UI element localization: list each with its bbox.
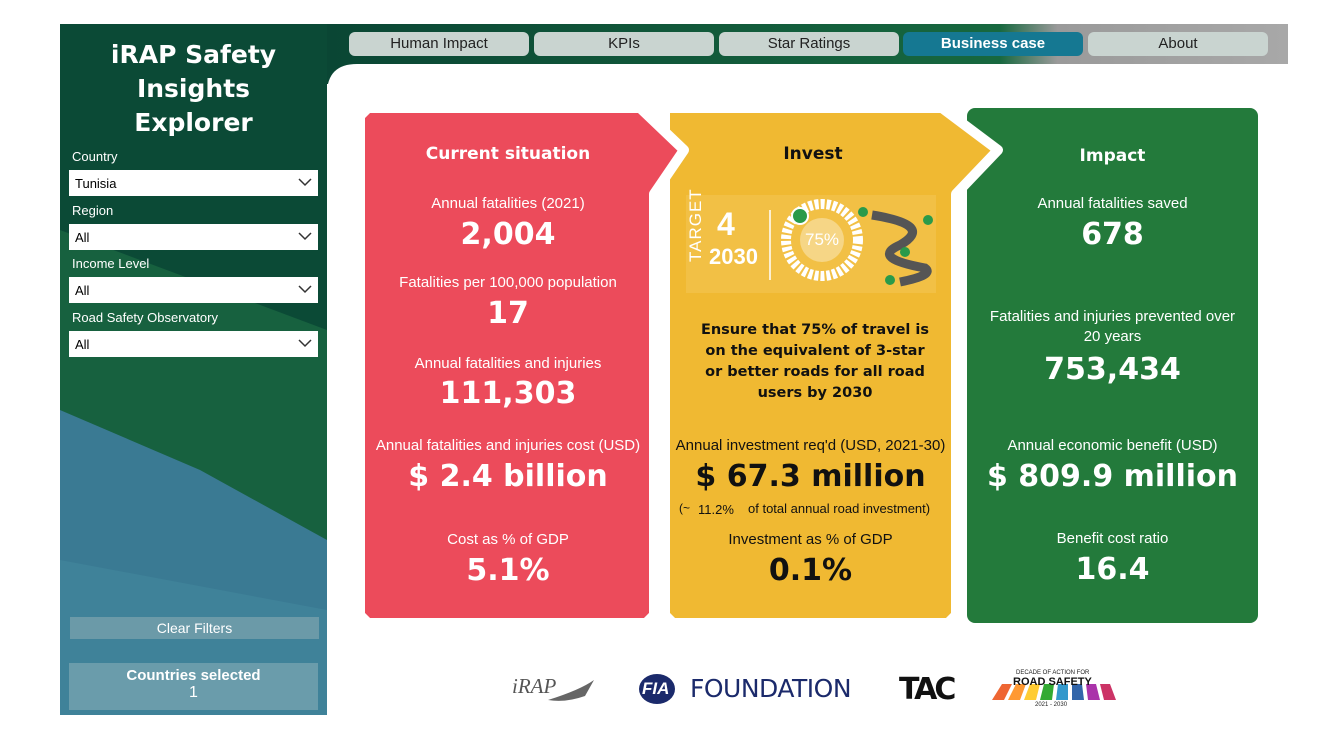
clear-filters-button[interactable]: Clear Filters [70, 617, 319, 639]
tab[interactable]: Human Impact [349, 32, 529, 56]
chevron [298, 232, 312, 241]
decade-logo-title: ROAD SAFETY [1013, 676, 1092, 688]
dropdown[interactable]: All [69, 277, 318, 303]
metric-label: Investment as % of GDP [728, 531, 893, 548]
tab[interactable]: Business case [903, 32, 1083, 56]
metric-value: $ 2.4 billion [408, 459, 608, 494]
graphic-text: 75% [804, 230, 840, 249]
filter-label: Road Safety Observatory [72, 310, 218, 325]
filter-label: Region [72, 203, 114, 218]
tac-logo: TAC [899, 672, 956, 707]
metric-label: Annual fatalities and injuries [414, 355, 602, 372]
card-value: 1 [189, 684, 198, 701]
dropdown-value: All [75, 337, 90, 352]
fia-logo: FIA [642, 679, 670, 698]
metric-label: Annual fatalities (2021) [431, 195, 585, 212]
chevron [298, 178, 312, 187]
countries-selected-card: Countries selected 1 [69, 663, 318, 710]
decade-logo-years: 2021 - 2030 [1035, 702, 1068, 708]
metric-label: Annual investment req'd (USD, 2021-30) [675, 437, 946, 454]
note-text: (~ [679, 501, 691, 515]
graphic-text: 4 [717, 206, 735, 242]
panel-title: Current situation [425, 144, 591, 164]
decade-logo-text: DECADE OF ACTION FOR [1016, 670, 1090, 676]
fia-foundation-logo: FOUNDATION [690, 674, 852, 703]
filter-label: Income Level [72, 256, 150, 271]
metric-value: 678 [1081, 217, 1144, 252]
metric-value: $ 67.3 million [695, 459, 926, 494]
tab[interactable]: About [1088, 32, 1268, 56]
tab[interactable]: KPIs [534, 32, 714, 56]
metric-value: 753,434 [1044, 352, 1181, 387]
panel-shapes [355, 103, 1258, 628]
chevron [298, 339, 312, 348]
metric-value: 2,004 [460, 217, 556, 252]
tab[interactable]: Star Ratings [719, 32, 899, 56]
chevron [298, 285, 312, 294]
note-text: of total annual road investment) [748, 501, 931, 516]
metric-label: Cost as % of GDP [447, 531, 569, 548]
app-title: iRAP Safety Insights Explorer [110, 40, 277, 137]
metric-value: 17 [487, 296, 529, 331]
metric-value: 5.1% [466, 553, 550, 588]
dropdown-value: All [75, 283, 90, 298]
dropdown[interactable]: All [69, 331, 318, 357]
dropdown[interactable]: All [69, 224, 318, 250]
dropdown-value: Tunisia [75, 176, 117, 191]
target-statement: Ensure that 75% of travel is on the equi… [700, 322, 930, 401]
metric-value: 16.4 [1075, 552, 1150, 587]
impact-panel [967, 108, 1258, 623]
filter-label: Country [72, 149, 118, 164]
irap-logo: iRAP [512, 674, 557, 698]
metric-label: Annual fatalities and injuries cost (USD… [375, 437, 641, 454]
panel-title: Invest [783, 144, 843, 164]
current-panel [355, 103, 689, 628]
metric-value: 0.1% [768, 553, 853, 588]
graphic-text: TARGET [686, 188, 705, 262]
graphic-text: 2030 [709, 244, 758, 269]
dropdown-value: All [75, 230, 90, 245]
metric-label: Benefit cost ratio [1056, 530, 1169, 547]
note-value: 11.2% [698, 502, 734, 517]
metric-label: Annual economic benefit (USD) [1007, 437, 1218, 454]
panel-title: Impact [1079, 146, 1146, 166]
card-label: Countries selected [126, 667, 261, 684]
dropdown[interactable]: Tunisia [69, 170, 318, 196]
metric-label: Fatalities per 100,000 population [399, 274, 617, 291]
metric-value: $ 809.9 million [986, 459, 1238, 494]
metric-label: Annual fatalities saved [1037, 195, 1188, 212]
metric-value: 111,303 [439, 376, 577, 411]
metric-label: Fatalities and injuries prevented over 2… [989, 308, 1236, 345]
